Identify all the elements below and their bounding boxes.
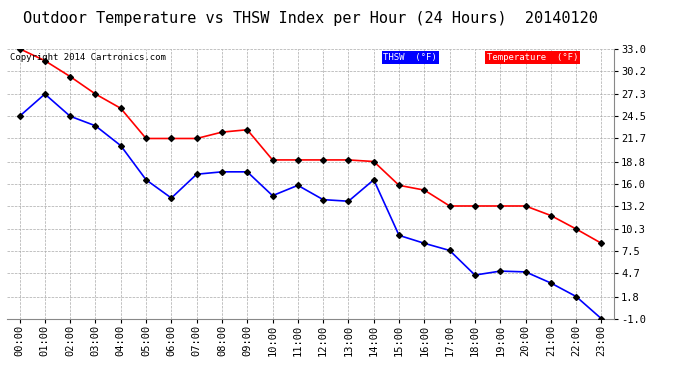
- Text: Outdoor Temperature vs THSW Index per Hour (24 Hours)  20140120: Outdoor Temperature vs THSW Index per Ho…: [23, 11, 598, 26]
- Text: Copyright 2014 Cartronics.com: Copyright 2014 Cartronics.com: [10, 53, 166, 62]
- Text: Temperature  (°F): Temperature (°F): [486, 53, 578, 62]
- Text: THSW  (°F): THSW (°F): [384, 53, 437, 62]
